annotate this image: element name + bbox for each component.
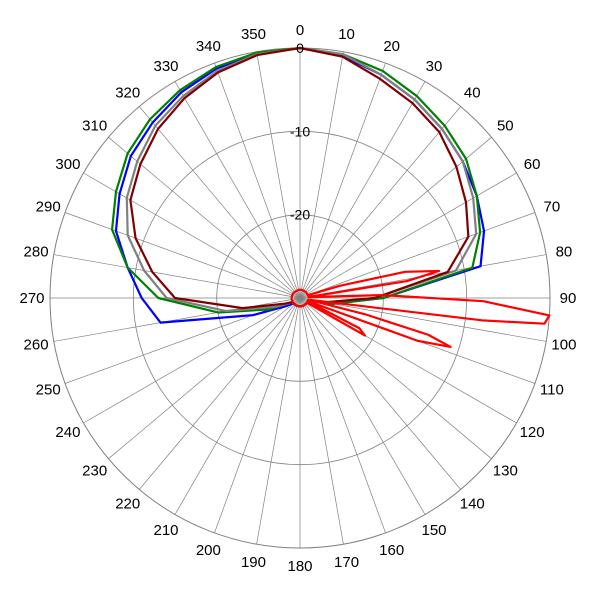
series-line-2 bbox=[110, 46, 482, 314]
angle-tick-label: 110 bbox=[540, 382, 564, 399]
angle-tick-label: 140 bbox=[460, 495, 485, 512]
grid-circle bbox=[132, 130, 468, 466]
spoke-200 bbox=[214, 297, 301, 534]
angle-tick-label: 0 bbox=[296, 22, 304, 39]
spoke-220 bbox=[139, 297, 301, 490]
spoke-50 bbox=[299, 137, 492, 299]
spoke-230 bbox=[108, 297, 301, 459]
spoke-160 bbox=[299, 297, 386, 534]
angle-tick-label: 200 bbox=[196, 542, 221, 559]
angle-tick-label: 210 bbox=[153, 522, 178, 539]
angle-tick-label: 80 bbox=[556, 243, 573, 260]
spoke-280 bbox=[53, 254, 301, 299]
angle-tick-label: 170 bbox=[334, 554, 359, 571]
angle-tick-label: 130 bbox=[493, 462, 518, 479]
angle-tick-label: 330 bbox=[153, 58, 178, 75]
spoke-140 bbox=[299, 297, 461, 490]
spoke-320 bbox=[139, 106, 301, 299]
angle-tick-label: 320 bbox=[115, 85, 140, 102]
angle-tick-label: 60 bbox=[524, 156, 541, 173]
radial-tick-label: 0 bbox=[296, 40, 304, 56]
chart-series bbox=[110, 46, 551, 349]
spoke-100 bbox=[299, 297, 547, 342]
angle-tick-label: 230 bbox=[82, 462, 107, 479]
angle-tick-label: 180 bbox=[287, 558, 312, 575]
angle-tick-label: 280 bbox=[24, 243, 49, 260]
spoke-10 bbox=[299, 51, 344, 299]
angle-tick-label: 310 bbox=[82, 118, 107, 135]
spoke-330 bbox=[174, 81, 301, 299]
angle-tick-label: 20 bbox=[383, 38, 400, 55]
series-line-4 bbox=[129, 46, 470, 310]
spoke-20 bbox=[299, 62, 386, 299]
spoke-240 bbox=[83, 297, 301, 424]
spoke-60 bbox=[299, 172, 517, 299]
spoke-350 bbox=[256, 51, 301, 299]
angle-tick-label: 250 bbox=[36, 382, 61, 399]
angle-tick-label: 70 bbox=[543, 198, 560, 215]
angle-tick-label: 300 bbox=[55, 156, 80, 173]
angle-tick-label: 260 bbox=[24, 337, 49, 354]
angle-tick-label: 100 bbox=[551, 337, 576, 354]
angle-tick-label: 190 bbox=[241, 554, 266, 571]
spoke-70 bbox=[299, 212, 536, 299]
spoke-290 bbox=[64, 212, 301, 299]
spoke-190 bbox=[256, 297, 301, 545]
spoke-150 bbox=[299, 297, 426, 515]
angle-tick-label: 10 bbox=[338, 26, 355, 43]
angle-tick-label: 240 bbox=[55, 424, 80, 441]
chart-labels: 0 10 20 30 40 50 60 70 80 90 100 110 120 130 140 150 160… bbox=[19, 22, 576, 575]
spoke-210 bbox=[174, 297, 301, 515]
spoke-40 bbox=[299, 106, 461, 299]
angle-tick-label: 150 bbox=[421, 522, 446, 539]
angle-tick-label: 120 bbox=[520, 424, 545, 441]
series-line-5 bbox=[290, 269, 551, 349]
angle-tick-label: 270 bbox=[19, 290, 44, 307]
radial-tick-label: -10 bbox=[290, 123, 310, 139]
angle-tick-label: 160 bbox=[379, 542, 404, 559]
spoke-260 bbox=[53, 297, 301, 342]
angle-tick-label: 350 bbox=[241, 26, 266, 43]
spoke-130 bbox=[299, 297, 492, 459]
angle-tick-label: 40 bbox=[464, 85, 481, 102]
spoke-170 bbox=[299, 297, 344, 545]
angle-tick-label: 220 bbox=[115, 495, 140, 512]
angle-tick-label: 50 bbox=[497, 118, 514, 135]
angle-tick-label: 90 bbox=[560, 290, 577, 307]
spoke-30 bbox=[299, 81, 426, 299]
radial-tick-label: -20 bbox=[290, 207, 310, 223]
angle-tick-label: 290 bbox=[36, 198, 61, 215]
angle-tick-label: 340 bbox=[196, 38, 221, 55]
angle-tick-label: 30 bbox=[426, 58, 443, 75]
spoke-340 bbox=[214, 62, 301, 299]
